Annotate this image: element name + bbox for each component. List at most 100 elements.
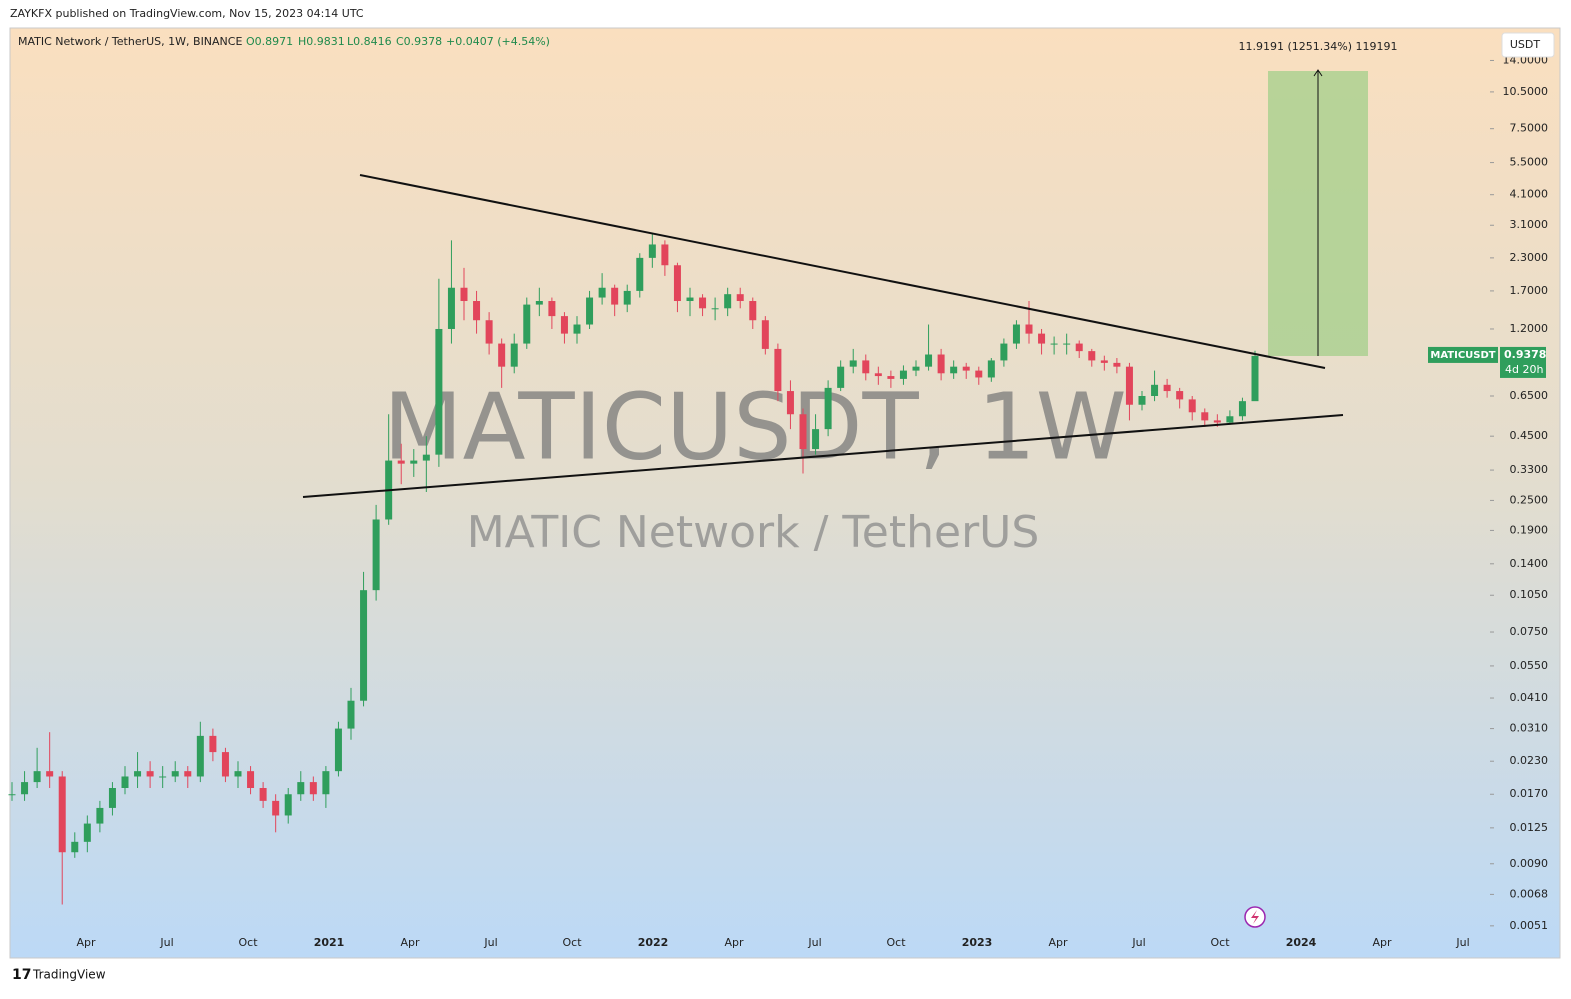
candle-body: [1050, 343, 1058, 345]
event-bolt: [1251, 910, 1259, 924]
x-tick-label: Apr: [1048, 936, 1068, 949]
x-tick-label: Apr: [400, 936, 420, 949]
currency-box[interactable]: [1501, 32, 1555, 58]
x-tick-label: Oct: [1210, 936, 1230, 949]
x-tick-label: Apr: [76, 936, 96, 949]
candle-body: [786, 391, 794, 415]
candle-body: [874, 373, 882, 377]
candle-body: [899, 370, 907, 379]
candle-body: [824, 387, 832, 430]
candle-body: [849, 360, 857, 367]
candle-body: [221, 752, 229, 777]
candle-body: [33, 771, 41, 783]
x-tick-label: Jul: [807, 936, 821, 949]
legend-low: L0.8416: [347, 35, 392, 48]
x-tick-label: Apr: [724, 936, 744, 949]
candle-body: [247, 771, 255, 789]
candle-body: [134, 771, 142, 777]
y-tick-label: 0.3300: [1510, 463, 1549, 476]
candle-body: [96, 807, 104, 824]
candle-body: [774, 348, 782, 392]
candle-body: [611, 287, 619, 305]
publisher: ZAYKFX published on TradingView.com, Nov…: [10, 7, 364, 20]
footer-logo: 𝟭𝟳: [12, 967, 31, 983]
candle-body: [71, 841, 79, 853]
candle-body: [586, 297, 594, 325]
y-tick-label: 10.5000: [1503, 85, 1549, 98]
candles: [8, 232, 1259, 905]
y-tick-label: 0.1900: [1510, 523, 1549, 536]
candle-body: [987, 360, 995, 378]
y-tick-label: 7.5000: [1510, 122, 1549, 135]
price-tag-countdown: 4d 20h: [1505, 363, 1543, 376]
candle-body: [962, 366, 970, 371]
candle-body: [749, 301, 757, 321]
grid: [1490, 59, 1494, 927]
measure-label: 11.9191 (1251.34%) 119191: [1239, 40, 1398, 53]
y-tick-label: 0.2500: [1510, 493, 1549, 506]
candle-body: [812, 429, 820, 450]
trendline-lower: [302, 414, 1344, 498]
candle-body: [410, 460, 418, 464]
x-tick-label: 2022: [638, 936, 669, 949]
y-tick-label: 3.1000: [1510, 218, 1549, 231]
candle-body: [196, 735, 204, 777]
y-tick-label: 0.0090: [1510, 857, 1549, 870]
legend-high: H0.9831: [298, 35, 345, 48]
candle-body: [598, 287, 606, 298]
candle-body: [209, 735, 217, 753]
candle-body: [673, 265, 681, 302]
candle-body: [736, 294, 744, 302]
candle-body: [347, 700, 355, 729]
candle-body: [1125, 366, 1133, 405]
legend-close: C0.9378: [396, 35, 442, 48]
y-tick-label: 0.0550: [1510, 659, 1549, 672]
arrow-head: [1313, 69, 1323, 77]
candle-body: [1100, 360, 1108, 363]
candle-body: [1075, 343, 1083, 352]
watermark-group: MATICUSDT, 1W MATIC Network / TetherUS: [383, 373, 1127, 558]
candle-body: [1238, 401, 1246, 417]
candle-body: [272, 800, 280, 816]
candle-body: [862, 360, 870, 374]
candle-body: [284, 794, 292, 816]
x-tick-label: Apr: [1372, 936, 1392, 949]
price-tag-symbol-box: [1428, 346, 1498, 363]
x-tick-label: Oct: [886, 936, 906, 949]
candle-body: [887, 376, 895, 379]
y-tick-label: 0.0051: [1510, 919, 1549, 932]
price-tag-value: 0.9378: [1504, 348, 1546, 361]
candle-body: [1151, 384, 1159, 396]
legend-symbol: MATIC Network / TetherUS, 1W, BINANCE: [18, 35, 242, 48]
x-tick-label: Jul: [159, 936, 173, 949]
currency[interactable]: USDT: [1510, 38, 1541, 51]
candle-body: [159, 776, 167, 778]
footer: TradingView: [32, 968, 106, 982]
y-tick-label: 1.7000: [1510, 284, 1549, 297]
candle-body: [322, 771, 330, 795]
candle-body: [1188, 399, 1196, 413]
candle-body: [259, 788, 267, 801]
candle-body: [925, 354, 933, 367]
candle-body: [108, 788, 116, 808]
candle-body: [485, 320, 493, 344]
y-tick-label: 0.6500: [1510, 389, 1549, 402]
legend-open: O0.8971: [246, 35, 293, 48]
candle-body: [1213, 420, 1221, 423]
candle-body: [1012, 324, 1020, 344]
x-tick-label: Jul: [1131, 936, 1145, 949]
candle-body: [372, 519, 380, 591]
candle-body: [460, 287, 468, 302]
y-tick-label: 0.4500: [1510, 429, 1549, 442]
x-tick-label: 2023: [962, 936, 993, 949]
y-tick-label: 5.5000: [1510, 156, 1549, 169]
candle-body: [573, 324, 581, 334]
candle-body: [1113, 362, 1121, 367]
candle-body: [397, 460, 405, 464]
candle-body: [636, 257, 644, 291]
price-tag-box: [1500, 346, 1546, 378]
y-tick-label: 2.3000: [1510, 251, 1549, 264]
legend-change: +0.0407 (+4.54%): [446, 35, 550, 48]
candle-body: [121, 776, 129, 789]
